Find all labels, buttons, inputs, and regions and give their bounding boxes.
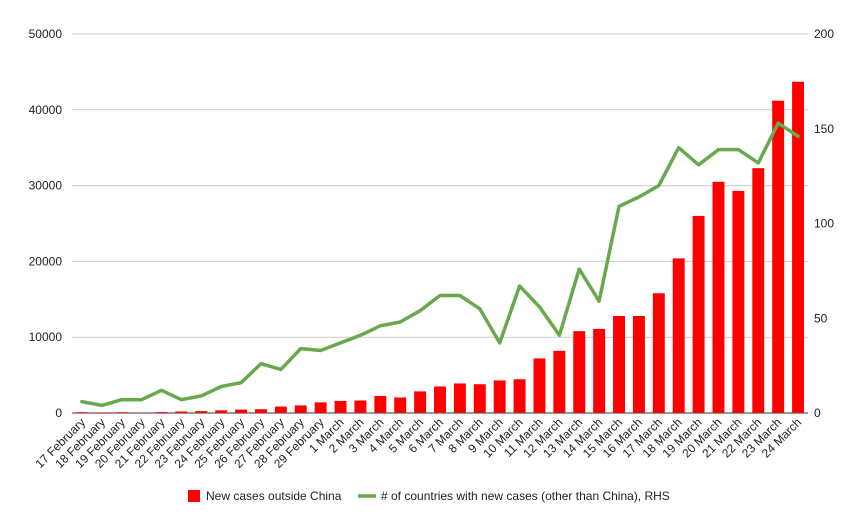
bar-series xyxy=(75,81,805,413)
bar xyxy=(752,168,765,413)
y-left-tick-label: 0 xyxy=(55,406,62,420)
bar xyxy=(235,409,248,413)
bar xyxy=(354,400,367,413)
bar xyxy=(314,402,327,413)
y-right-tick-label: 150 xyxy=(814,122,834,136)
bar xyxy=(573,331,586,413)
line-series xyxy=(80,121,800,408)
y-left-tick-label: 40000 xyxy=(29,103,63,117)
y-right-tick-label: 100 xyxy=(814,217,834,231)
bar xyxy=(155,412,168,413)
series-line xyxy=(80,121,800,408)
bar xyxy=(613,315,625,413)
bar xyxy=(255,409,267,413)
bar xyxy=(294,405,307,413)
legend-bar-swatch xyxy=(188,490,200,502)
bar xyxy=(115,412,128,413)
bar xyxy=(75,412,88,413)
bar xyxy=(394,397,407,413)
bar xyxy=(274,406,287,413)
bar xyxy=(672,258,685,413)
bar xyxy=(732,190,745,413)
bar xyxy=(593,328,606,413)
bar xyxy=(632,315,645,413)
bar xyxy=(533,358,546,413)
y-right-tick-label: 200 xyxy=(814,27,834,41)
y-left-tick-label: 10000 xyxy=(29,330,63,344)
bar xyxy=(712,181,725,413)
bar xyxy=(215,410,228,413)
bar xyxy=(493,380,506,413)
y-right-tick-label: 0 xyxy=(814,406,821,420)
right-axis-ticks: 0 50 100 150 200 xyxy=(814,27,834,420)
legend: New cases outside China # of countries w… xyxy=(188,489,670,503)
left-axis-ticks: 0 10000 20000 30000 40000 50000 xyxy=(29,27,63,420)
bar xyxy=(175,411,188,413)
legend-line-label: # of countries with new cases (other tha… xyxy=(381,489,670,503)
bar xyxy=(334,400,347,413)
y-left-tick-label: 50000 xyxy=(29,27,63,41)
bar xyxy=(652,293,665,413)
y-right-tick-label: 50 xyxy=(814,311,828,325)
bar xyxy=(374,395,387,413)
bar xyxy=(772,100,785,413)
bar xyxy=(453,383,466,413)
bar xyxy=(473,384,486,413)
bar xyxy=(513,379,526,413)
bar xyxy=(792,81,805,413)
bar xyxy=(95,412,108,413)
bar xyxy=(692,215,705,413)
y-left-tick-label: 30000 xyxy=(29,179,63,193)
bar xyxy=(434,386,446,413)
legend-bar-label: New cases outside China xyxy=(206,489,342,503)
y-left-tick-label: 20000 xyxy=(29,254,63,268)
bar xyxy=(414,391,427,413)
bar xyxy=(553,350,566,413)
bar xyxy=(195,411,208,413)
gridlines xyxy=(72,33,808,414)
